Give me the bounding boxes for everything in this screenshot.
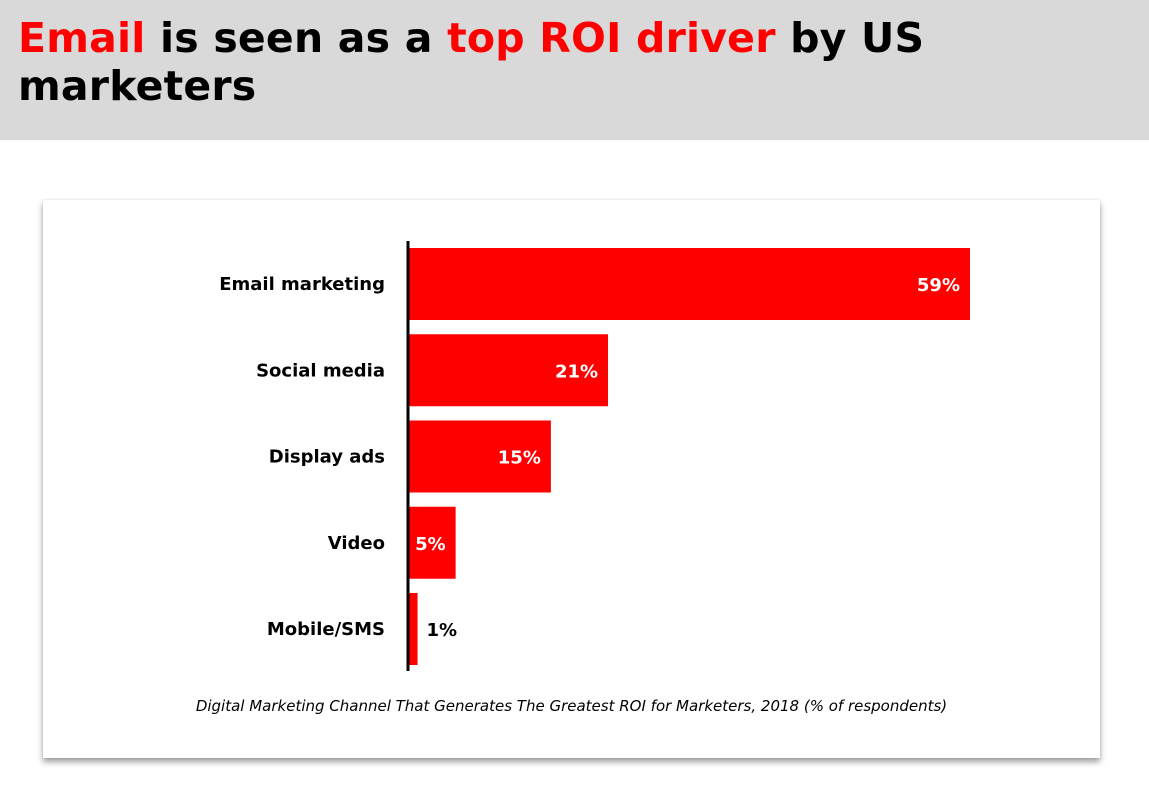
- title-text: by US marketers: [18, 14, 925, 110]
- chart-caption: Digital Marketing Channel That Generates…: [195, 697, 948, 715]
- value-label-social-media: 21%: [555, 361, 598, 382]
- title-banner: Email is seen as a top ROI driver by US …: [0, 0, 1149, 140]
- title-text: is seen as a: [145, 14, 448, 62]
- bar-social-media: [408, 334, 609, 407]
- page-title: Email is seen as a top ROI driver by US …: [18, 14, 1118, 110]
- bar-video: [408, 506, 456, 579]
- category-label-mobile-sms: Mobile/SMS: [267, 619, 385, 640]
- category-label-social-media: Social media: [256, 360, 385, 381]
- value-label-mobile-sms: 1%: [427, 620, 458, 641]
- category-label-email-marketing: Email marketing: [219, 274, 385, 295]
- category-label-video: Video: [328, 533, 385, 554]
- value-label-display-ads: 15%: [498, 448, 541, 469]
- title-highlight: Email: [18, 14, 146, 62]
- title-highlight: top ROI driver: [447, 14, 776, 62]
- category-label-display-ads: Display ads: [269, 447, 385, 468]
- bar-mobile-sms: [408, 593, 418, 665]
- bar-chart: Email marketing 59% Social media 21% Display…: [219, 241, 970, 671]
- chart-card: Email marketing 59% Social media 21% Display…: [43, 200, 1100, 758]
- value-label-email-marketing: 59%: [917, 275, 960, 296]
- value-label-video: 5%: [415, 534, 446, 555]
- bar-email-marketing: [408, 248, 970, 320]
- bar-display-ads: [408, 420, 551, 493]
